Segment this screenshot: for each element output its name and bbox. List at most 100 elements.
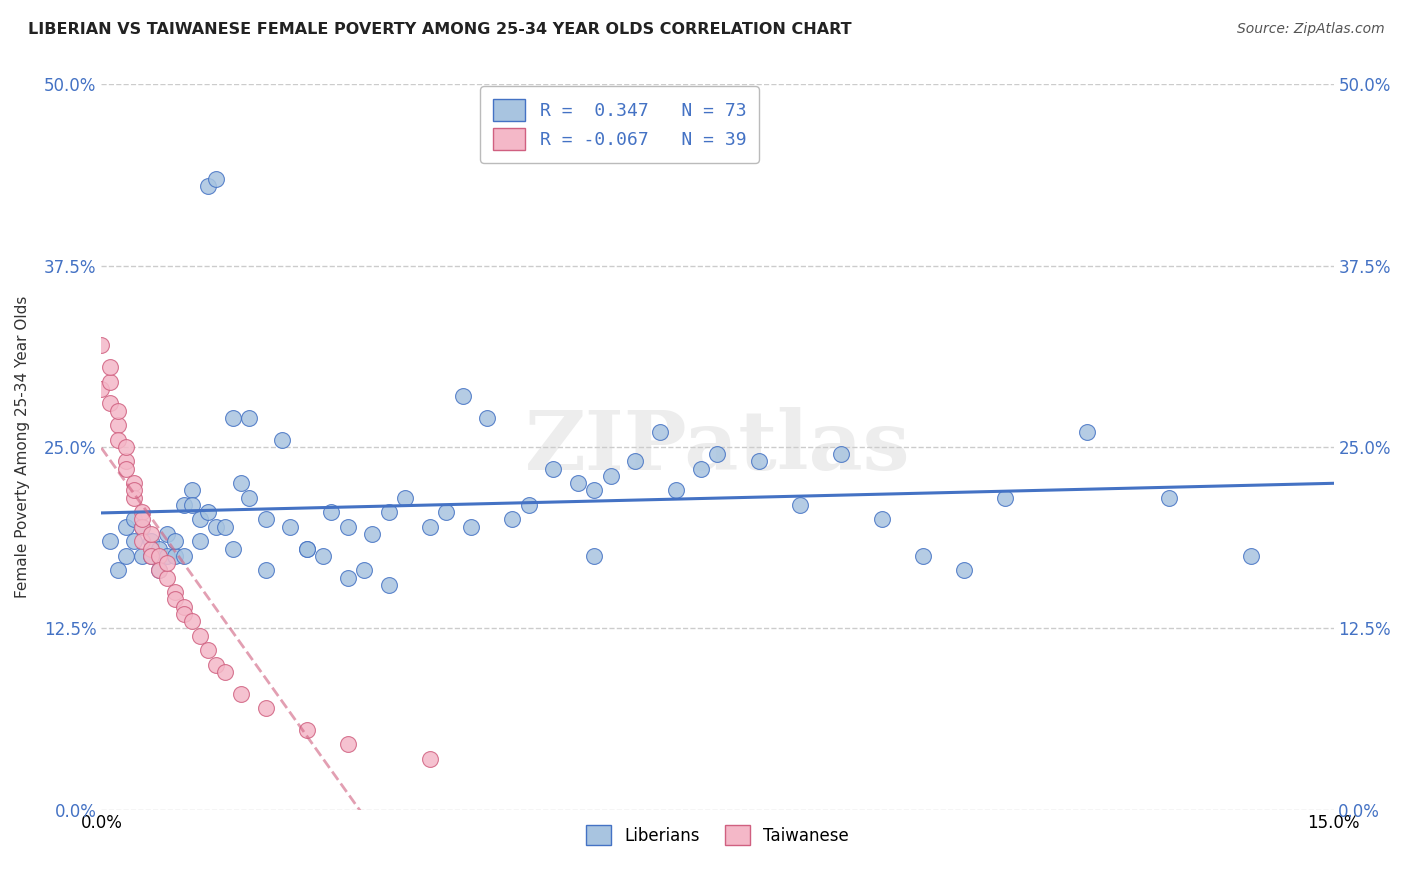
Point xyxy=(312,549,335,563)
Point xyxy=(238,491,260,505)
Point xyxy=(131,520,153,534)
Point xyxy=(830,447,852,461)
Point xyxy=(165,592,187,607)
Text: ZIPatlas: ZIPatlas xyxy=(524,407,910,487)
Point xyxy=(148,563,170,577)
Point xyxy=(180,498,202,512)
Point xyxy=(254,512,277,526)
Point xyxy=(173,549,195,563)
Legend: R =  0.347   N = 73, R = -0.067   N = 39: R = 0.347 N = 73, R = -0.067 N = 39 xyxy=(479,87,759,162)
Point xyxy=(747,454,769,468)
Point xyxy=(197,178,219,193)
Point xyxy=(115,461,138,475)
Point xyxy=(98,396,121,410)
Point xyxy=(477,411,499,425)
Point xyxy=(541,461,564,475)
Point xyxy=(214,665,236,679)
Point xyxy=(115,440,138,454)
Point xyxy=(953,563,976,577)
Point xyxy=(583,483,606,498)
Point xyxy=(336,570,359,584)
Y-axis label: Female Poverty Among 25-34 Year Olds: Female Poverty Among 25-34 Year Olds xyxy=(15,296,30,599)
Text: LIBERIAN VS TAIWANESE FEMALE POVERTY AMONG 25-34 YEAR OLDS CORRELATION CHART: LIBERIAN VS TAIWANESE FEMALE POVERTY AMO… xyxy=(28,22,852,37)
Point xyxy=(188,512,211,526)
Point xyxy=(139,549,162,563)
Point xyxy=(115,520,138,534)
Point xyxy=(122,512,145,526)
Point xyxy=(205,171,228,186)
Point xyxy=(394,491,416,505)
Point xyxy=(173,498,195,512)
Point xyxy=(156,549,179,563)
Point xyxy=(599,469,621,483)
Point xyxy=(665,483,688,498)
Point xyxy=(139,541,162,556)
Point xyxy=(517,498,540,512)
Point xyxy=(122,476,145,491)
Point xyxy=(451,389,474,403)
Point xyxy=(131,549,153,563)
Point xyxy=(222,541,245,556)
Point xyxy=(180,483,202,498)
Point xyxy=(197,643,219,657)
Point xyxy=(98,375,121,389)
Point xyxy=(870,512,893,526)
Point xyxy=(122,491,145,505)
Point xyxy=(353,563,375,577)
Point xyxy=(336,520,359,534)
Point xyxy=(90,338,112,352)
Point xyxy=(624,454,647,468)
Point xyxy=(361,527,384,541)
Point xyxy=(165,549,187,563)
Point xyxy=(131,505,153,519)
Point xyxy=(648,425,671,440)
Point xyxy=(115,549,138,563)
Point xyxy=(148,549,170,563)
Point xyxy=(1076,425,1098,440)
Point xyxy=(122,483,145,498)
Point xyxy=(165,585,187,599)
Point xyxy=(148,563,170,577)
Point xyxy=(173,599,195,614)
Point xyxy=(378,505,401,519)
Point xyxy=(994,491,1017,505)
Point xyxy=(295,541,318,556)
Point xyxy=(583,549,606,563)
Text: Source: ZipAtlas.com: Source: ZipAtlas.com xyxy=(1237,22,1385,37)
Point xyxy=(107,433,129,447)
Point xyxy=(180,614,202,628)
Point xyxy=(254,701,277,715)
Point xyxy=(165,534,187,549)
Point xyxy=(378,578,401,592)
Point xyxy=(173,607,195,621)
Point xyxy=(271,433,294,447)
Point xyxy=(229,686,252,700)
Point xyxy=(90,382,112,396)
Point xyxy=(131,534,153,549)
Point xyxy=(419,520,441,534)
Point xyxy=(139,527,162,541)
Point xyxy=(115,454,138,468)
Point xyxy=(131,520,153,534)
Point xyxy=(278,520,301,534)
Point xyxy=(148,541,170,556)
Point xyxy=(501,512,523,526)
Point xyxy=(131,512,153,526)
Point xyxy=(706,447,728,461)
Point xyxy=(205,657,228,672)
Point xyxy=(107,563,129,577)
Point xyxy=(295,541,318,556)
Point xyxy=(98,534,121,549)
Point xyxy=(107,403,129,417)
Point xyxy=(139,549,162,563)
Point xyxy=(1240,549,1263,563)
Point xyxy=(222,411,245,425)
Point xyxy=(98,360,121,375)
Point xyxy=(139,534,162,549)
Point xyxy=(188,628,211,642)
Point xyxy=(1159,491,1181,505)
Point xyxy=(254,563,277,577)
Point xyxy=(156,556,179,570)
Point xyxy=(122,534,145,549)
Point xyxy=(197,505,219,519)
